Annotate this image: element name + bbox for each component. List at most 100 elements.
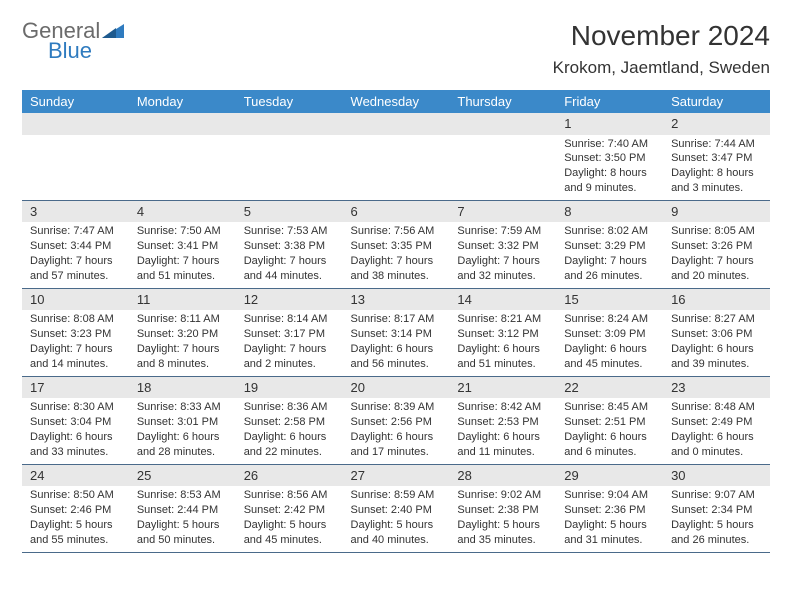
location-label: Krokom, Jaemtland, Sweden — [553, 58, 770, 78]
day-header: Sunday — [22, 90, 129, 113]
sunset-text: Sunset: 3:26 PM — [671, 239, 762, 254]
daylight-text: Daylight: 6 hours and 6 minutes. — [564, 430, 655, 460]
sunrise-text: Sunrise: 8:53 AM — [137, 488, 228, 503]
calendar-cell: 14Sunrise: 8:21 AMSunset: 3:12 PMDayligh… — [449, 288, 556, 376]
sunrise-text: Sunrise: 7:44 AM — [671, 137, 762, 152]
calendar-cell: 18Sunrise: 8:33 AMSunset: 3:01 PMDayligh… — [129, 376, 236, 464]
sunrise-text: Sunrise: 8:02 AM — [564, 224, 655, 239]
day-number: 18 — [129, 377, 236, 399]
calendar-cell — [129, 113, 236, 200]
sunset-text: Sunset: 3:20 PM — [137, 327, 228, 342]
sunset-text: Sunset: 2:46 PM — [30, 503, 121, 518]
day-number: 24 — [22, 465, 129, 487]
calendar-week: 17Sunrise: 8:30 AMSunset: 3:04 PMDayligh… — [22, 376, 770, 464]
day-body: Sunrise: 8:11 AMSunset: 3:20 PMDaylight:… — [129, 310, 236, 375]
day-body: Sunrise: 7:50 AMSunset: 3:41 PMDaylight:… — [129, 222, 236, 287]
day-body: Sunrise: 9:07 AMSunset: 2:34 PMDaylight:… — [663, 486, 770, 551]
day-number — [449, 113, 556, 135]
daylight-text: Daylight: 5 hours and 55 minutes. — [30, 518, 121, 548]
sunrise-text: Sunrise: 8:59 AM — [351, 488, 442, 503]
sunset-text: Sunset: 2:38 PM — [457, 503, 548, 518]
calendar-cell: 28Sunrise: 9:02 AMSunset: 2:38 PMDayligh… — [449, 464, 556, 552]
day-body: Sunrise: 9:02 AMSunset: 2:38 PMDaylight:… — [449, 486, 556, 551]
sunset-text: Sunset: 3:04 PM — [30, 415, 121, 430]
day-header: Monday — [129, 90, 236, 113]
calendar-cell: 29Sunrise: 9:04 AMSunset: 2:36 PMDayligh… — [556, 464, 663, 552]
day-body: Sunrise: 8:39 AMSunset: 2:56 PMDaylight:… — [343, 398, 450, 463]
calendar-cell: 19Sunrise: 8:36 AMSunset: 2:58 PMDayligh… — [236, 376, 343, 464]
daylight-text: Daylight: 6 hours and 33 minutes. — [30, 430, 121, 460]
sunrise-text: Sunrise: 8:48 AM — [671, 400, 762, 415]
day-body: Sunrise: 8:02 AMSunset: 3:29 PMDaylight:… — [556, 222, 663, 287]
daylight-text: Daylight: 6 hours and 28 minutes. — [137, 430, 228, 460]
daylight-text: Daylight: 7 hours and 14 minutes. — [30, 342, 121, 372]
sunset-text: Sunset: 2:34 PM — [671, 503, 762, 518]
calendar-cell: 11Sunrise: 8:11 AMSunset: 3:20 PMDayligh… — [129, 288, 236, 376]
day-number: 5 — [236, 201, 343, 223]
sunset-text: Sunset: 2:58 PM — [244, 415, 335, 430]
calendar-cell — [236, 113, 343, 200]
sunrise-text: Sunrise: 8:17 AM — [351, 312, 442, 327]
sunrise-text: Sunrise: 8:39 AM — [351, 400, 442, 415]
sunrise-text: Sunrise: 7:59 AM — [457, 224, 548, 239]
calendar-cell: 1Sunrise: 7:40 AMSunset: 3:50 PMDaylight… — [556, 113, 663, 200]
logo: General Blue — [22, 20, 124, 62]
sunrise-text: Sunrise: 8:14 AM — [244, 312, 335, 327]
day-header: Tuesday — [236, 90, 343, 113]
calendar-cell: 20Sunrise: 8:39 AMSunset: 2:56 PMDayligh… — [343, 376, 450, 464]
sunset-text: Sunset: 2:42 PM — [244, 503, 335, 518]
daylight-text: Daylight: 7 hours and 57 minutes. — [30, 254, 121, 284]
sunset-text: Sunset: 3:38 PM — [244, 239, 335, 254]
daylight-text: Daylight: 5 hours and 31 minutes. — [564, 518, 655, 548]
day-body: Sunrise: 7:40 AMSunset: 3:50 PMDaylight:… — [556, 135, 663, 200]
day-number — [22, 113, 129, 135]
sunrise-text: Sunrise: 8:30 AM — [30, 400, 121, 415]
sunrise-text: Sunrise: 7:53 AM — [244, 224, 335, 239]
sunrise-text: Sunrise: 9:02 AM — [457, 488, 548, 503]
calendar-cell: 5Sunrise: 7:53 AMSunset: 3:38 PMDaylight… — [236, 200, 343, 288]
daylight-text: Daylight: 8 hours and 3 minutes. — [671, 166, 762, 196]
day-number: 4 — [129, 201, 236, 223]
sunrise-text: Sunrise: 8:11 AM — [137, 312, 228, 327]
day-number: 12 — [236, 289, 343, 311]
day-body: Sunrise: 7:44 AMSunset: 3:47 PMDaylight:… — [663, 135, 770, 200]
daylight-text: Daylight: 7 hours and 44 minutes. — [244, 254, 335, 284]
day-number — [343, 113, 450, 135]
sunset-text: Sunset: 3:23 PM — [30, 327, 121, 342]
daylight-text: Daylight: 6 hours and 11 minutes. — [457, 430, 548, 460]
daylight-text: Daylight: 6 hours and 39 minutes. — [671, 342, 762, 372]
calendar-cell: 4Sunrise: 7:50 AMSunset: 3:41 PMDaylight… — [129, 200, 236, 288]
calendar-cell: 6Sunrise: 7:56 AMSunset: 3:35 PMDaylight… — [343, 200, 450, 288]
sunrise-text: Sunrise: 8:21 AM — [457, 312, 548, 327]
calendar-cell: 12Sunrise: 8:14 AMSunset: 3:17 PMDayligh… — [236, 288, 343, 376]
day-number: 19 — [236, 377, 343, 399]
day-body: Sunrise: 7:47 AMSunset: 3:44 PMDaylight:… — [22, 222, 129, 287]
sunrise-text: Sunrise: 7:50 AM — [137, 224, 228, 239]
daylight-text: Daylight: 5 hours and 50 minutes. — [137, 518, 228, 548]
calendar-cell — [343, 113, 450, 200]
sunrise-text: Sunrise: 8:36 AM — [244, 400, 335, 415]
day-body: Sunrise: 8:21 AMSunset: 3:12 PMDaylight:… — [449, 310, 556, 375]
day-number: 1 — [556, 113, 663, 135]
calendar-cell: 13Sunrise: 8:17 AMSunset: 3:14 PMDayligh… — [343, 288, 450, 376]
daylight-text: Daylight: 7 hours and 38 minutes. — [351, 254, 442, 284]
calendar-week: 1Sunrise: 7:40 AMSunset: 3:50 PMDaylight… — [22, 113, 770, 200]
daylight-text: Daylight: 5 hours and 35 minutes. — [457, 518, 548, 548]
day-number: 26 — [236, 465, 343, 487]
calendar-cell: 8Sunrise: 8:02 AMSunset: 3:29 PMDaylight… — [556, 200, 663, 288]
logo-word-2: Blue — [22, 40, 124, 62]
day-body: Sunrise: 8:17 AMSunset: 3:14 PMDaylight:… — [343, 310, 450, 375]
day-number — [236, 113, 343, 135]
sunrise-text: Sunrise: 8:24 AM — [564, 312, 655, 327]
sunrise-text: Sunrise: 8:05 AM — [671, 224, 762, 239]
day-number: 10 — [22, 289, 129, 311]
daylight-text: Daylight: 5 hours and 40 minutes. — [351, 518, 442, 548]
sunset-text: Sunset: 3:44 PM — [30, 239, 121, 254]
page-title: November 2024 — [553, 20, 770, 52]
day-body: Sunrise: 8:53 AMSunset: 2:44 PMDaylight:… — [129, 486, 236, 551]
sunrise-text: Sunrise: 8:50 AM — [30, 488, 121, 503]
day-number: 20 — [343, 377, 450, 399]
sunset-text: Sunset: 2:49 PM — [671, 415, 762, 430]
calendar-cell: 15Sunrise: 8:24 AMSunset: 3:09 PMDayligh… — [556, 288, 663, 376]
daylight-text: Daylight: 6 hours and 56 minutes. — [351, 342, 442, 372]
